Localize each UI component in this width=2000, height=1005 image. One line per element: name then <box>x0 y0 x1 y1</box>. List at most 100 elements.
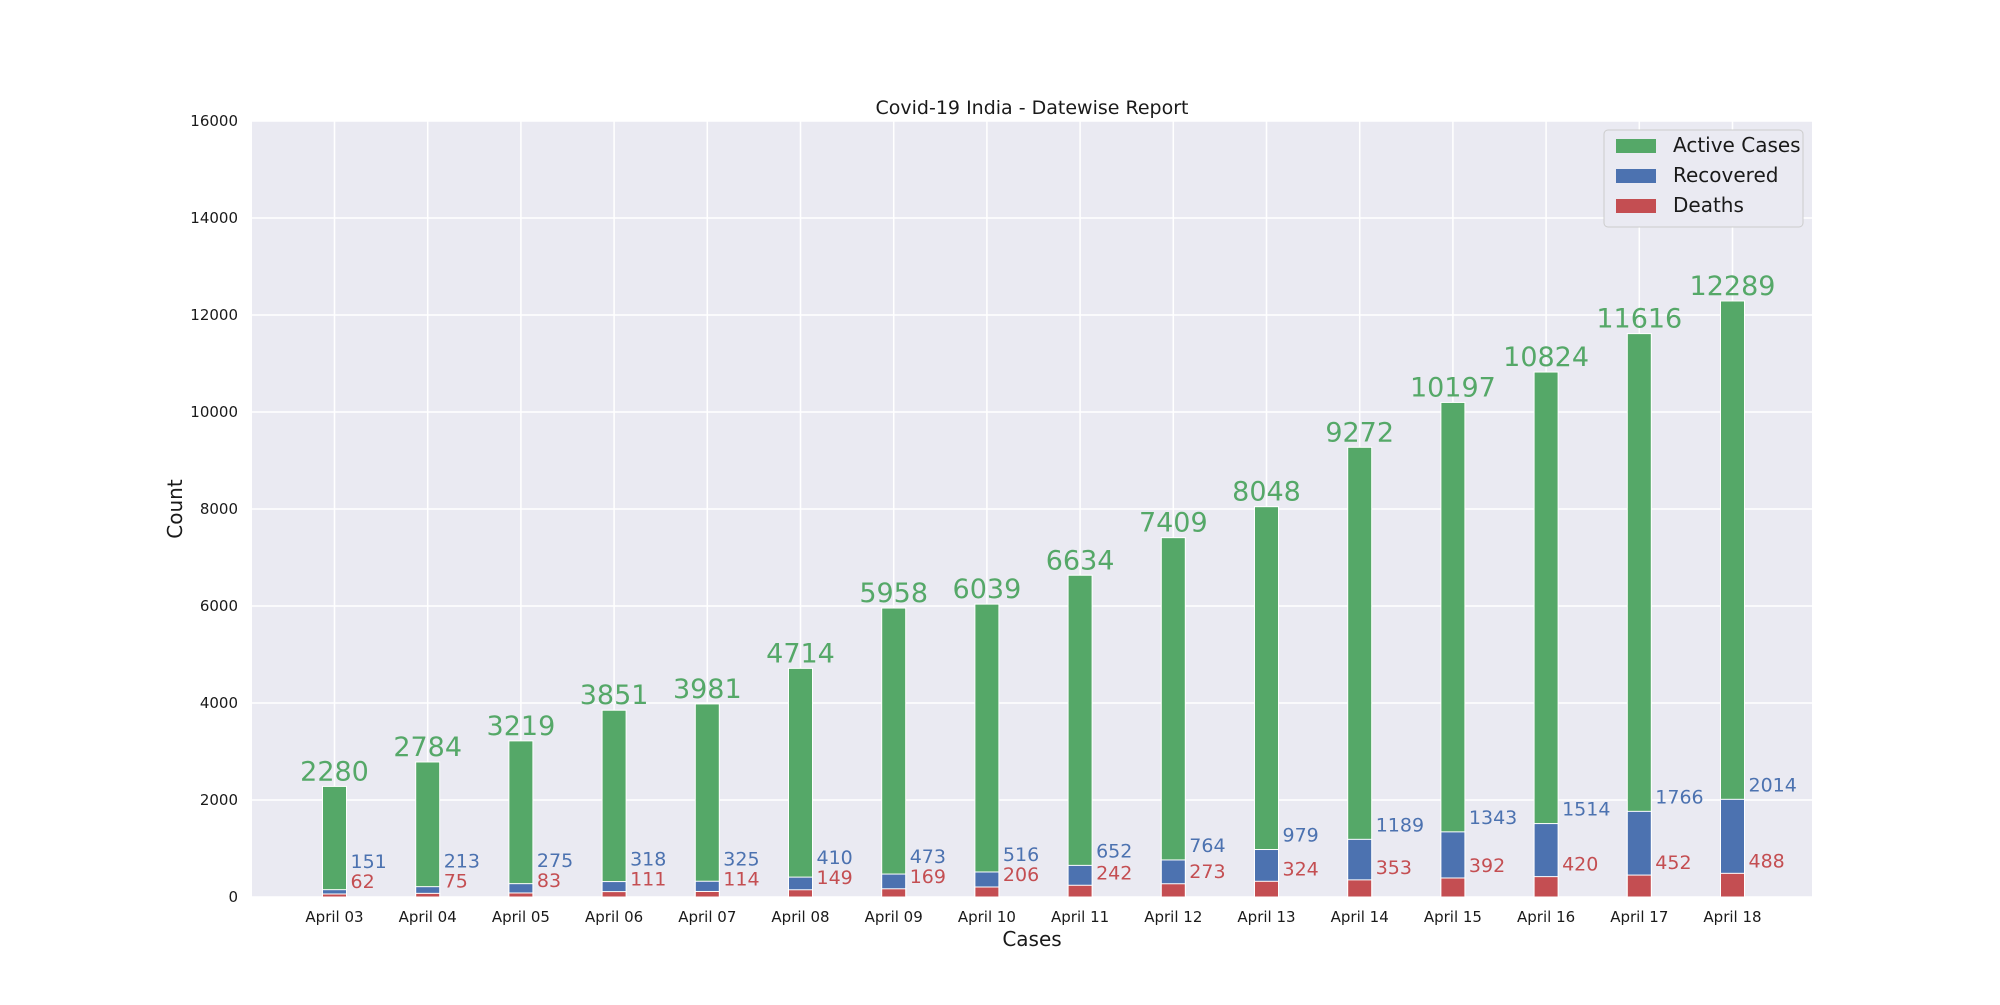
bar-deaths <box>1627 875 1651 897</box>
data-label-recovered: 979 <box>1283 825 1319 847</box>
data-label-deaths: 420 <box>1562 854 1598 876</box>
data-label-recovered: 1514 <box>1562 799 1610 821</box>
y-tick-label: 6000 <box>200 597 238 615</box>
bar-active-cases <box>1255 507 1279 897</box>
bar-active-cases <box>602 710 626 897</box>
data-label-recovered: 652 <box>1096 840 1132 862</box>
data-label-active-cases: 10197 <box>1410 372 1496 403</box>
data-label-deaths: 353 <box>1376 857 1412 879</box>
data-label-recovered: 473 <box>910 846 946 868</box>
x-axis-label: Cases <box>1002 927 1061 951</box>
legend: Active Cases Recovered Deaths <box>1604 130 1803 227</box>
x-tick-label: April 17 <box>1610 908 1668 926</box>
x-tick-label: April 13 <box>1237 908 1295 926</box>
data-label-deaths: 488 <box>1749 850 1785 872</box>
y-tick-label: 12000 <box>190 306 238 324</box>
data-label-deaths: 324 <box>1283 858 1319 880</box>
data-label-active-cases: 5958 <box>859 578 928 609</box>
bar-active-cases <box>1348 447 1372 897</box>
bar-active-cases <box>1068 575 1092 897</box>
y-tick-label: 4000 <box>200 694 238 712</box>
x-tick-label: April 05 <box>492 908 550 926</box>
data-label-recovered: 2014 <box>1749 774 1797 796</box>
data-label-recovered: 213 <box>444 850 480 872</box>
y-tick-label: 14000 <box>190 209 238 227</box>
data-label-deaths: 206 <box>1003 864 1039 886</box>
bar-active-cases <box>1534 372 1558 897</box>
data-label-active-cases: 11616 <box>1596 304 1682 335</box>
data-label-deaths: 242 <box>1096 862 1132 884</box>
data-label-recovered: 325 <box>723 848 759 870</box>
data-label-recovered: 318 <box>630 849 666 871</box>
x-tick-label: April 15 <box>1424 908 1482 926</box>
data-label-recovered: 764 <box>1189 835 1225 857</box>
bar-active-cases <box>1161 538 1185 897</box>
data-label-active-cases: 3219 <box>487 711 556 742</box>
y-tick-label: 0 <box>228 888 238 906</box>
data-label-active-cases: 3981 <box>673 674 742 705</box>
bar-active-cases <box>509 741 533 897</box>
data-label-active-cases: 2784 <box>393 732 462 763</box>
bar-deaths <box>789 890 813 897</box>
data-label-active-cases: 6039 <box>953 574 1022 605</box>
bar-active-cases <box>789 668 813 897</box>
x-tick-label: April 11 <box>1051 908 1109 926</box>
data-label-recovered: 1766 <box>1655 786 1703 808</box>
data-label-deaths: 452 <box>1655 852 1691 874</box>
bar-deaths <box>695 891 719 897</box>
data-label-recovered: 516 <box>1003 844 1039 866</box>
x-tick-label: April 14 <box>1331 908 1389 926</box>
x-tick-label: April 10 <box>958 908 1016 926</box>
data-label-recovered: 1343 <box>1469 807 1517 829</box>
data-label-deaths: 392 <box>1469 855 1505 877</box>
data-label-recovered: 1189 <box>1376 814 1424 836</box>
bar-active-cases <box>416 762 440 897</box>
bar-active-cases <box>975 604 999 897</box>
bar-deaths <box>1068 885 1092 897</box>
data-label-active-cases: 2280 <box>300 756 369 787</box>
x-tick-label: April 12 <box>1144 908 1202 926</box>
x-tick-label: April 03 <box>305 908 363 926</box>
legend-entry: Recovered <box>1673 163 1778 187</box>
chart-title: Covid-19 India - Datewise Report <box>876 97 1189 119</box>
data-label-active-cases: 8048 <box>1232 477 1301 508</box>
bar-deaths <box>323 894 347 897</box>
bar-deaths <box>1441 878 1465 897</box>
bar-deaths <box>1161 884 1185 897</box>
bar-deaths <box>1534 877 1558 897</box>
y-tick-label: 8000 <box>200 500 238 518</box>
data-label-deaths: 111 <box>630 869 666 891</box>
data-label-deaths: 83 <box>537 870 561 892</box>
x-tick-label: April 04 <box>399 908 457 926</box>
y-axis-ticks: 0 2000 4000 6000 8000 10000 12000 14000 16000 <box>190 112 238 906</box>
x-tick-label: April 18 <box>1703 908 1761 926</box>
bar-deaths <box>975 887 999 897</box>
data-label-deaths: 273 <box>1189 861 1225 883</box>
data-label-deaths: 169 <box>910 866 946 888</box>
legend-swatch <box>1616 199 1656 213</box>
data-label-active-cases: 9272 <box>1325 417 1394 448</box>
y-tick-label: 2000 <box>200 791 238 809</box>
legend-entry: Deaths <box>1673 193 1744 217</box>
bar-active-cases <box>695 704 719 897</box>
bar-deaths <box>1721 873 1745 897</box>
y-tick-label: 10000 <box>190 403 238 421</box>
data-label-active-cases: 6634 <box>1046 545 1115 576</box>
data-label-recovered: 275 <box>537 850 573 872</box>
data-label-active-cases: 4714 <box>766 638 835 669</box>
data-label-deaths: 149 <box>817 867 853 889</box>
y-axis-label: Count <box>163 479 187 539</box>
bar-deaths <box>882 889 906 897</box>
bar-deaths <box>602 892 626 897</box>
x-tick-label: April 09 <box>865 908 923 926</box>
legend-entry: Active Cases <box>1673 133 1801 157</box>
legend-swatch <box>1616 169 1656 183</box>
bar-deaths <box>416 893 440 897</box>
data-label-recovered: 151 <box>351 851 387 873</box>
legend-swatch <box>1616 139 1656 153</box>
data-label-recovered: 410 <box>817 847 853 869</box>
data-label-active-cases: 10824 <box>1503 342 1589 373</box>
bar-active-cases <box>323 786 347 897</box>
